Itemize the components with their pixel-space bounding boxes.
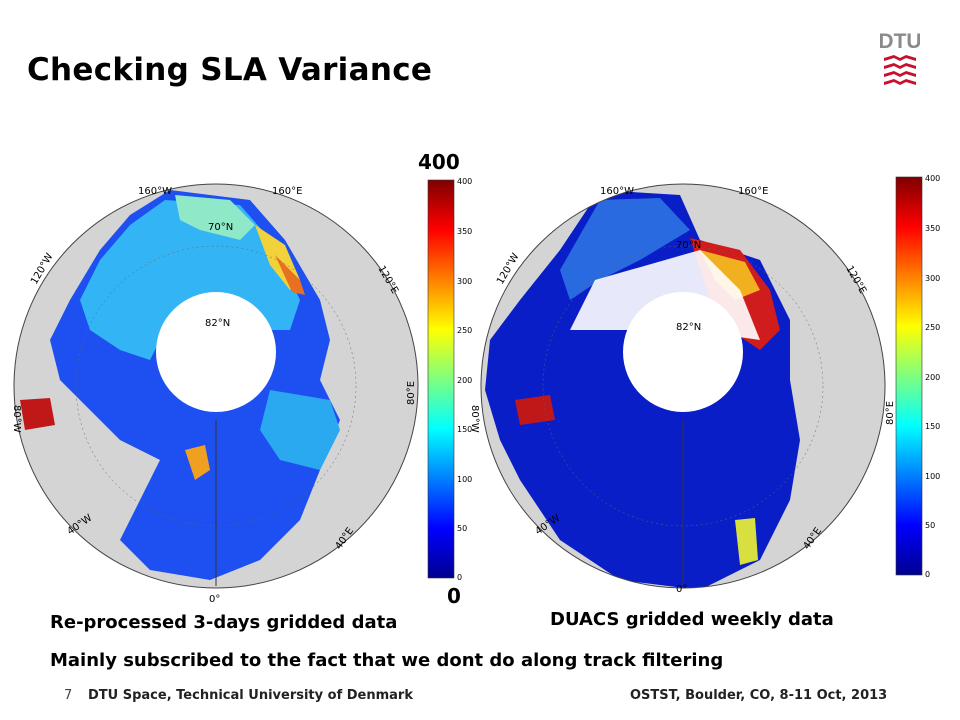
right-cbar-tick: 100 [925,472,940,481]
right-cbar-tick: 50 [925,521,935,530]
slide-note: Mainly subscribed to the fact that we do… [50,650,724,671]
footer-left: DTU Space, Technical University of Denma… [88,688,413,703]
left-cbar-tick: 400 [457,177,472,186]
left-lon-160w: 160°W [138,186,172,197]
right-lon-80e: 80°E [885,401,896,425]
logo-text: DTU [880,30,920,53]
dtu-logo: DTU [880,30,920,85]
colorbar-top-label: 400 [418,150,460,174]
left-cbar-tick: 50 [457,524,467,533]
caption-right: DUACS gridded weekly data [550,609,834,630]
left-colorbar [427,179,455,579]
left-cbar-tick: 200 [457,376,472,385]
left-lon-80w: 80°W [11,405,22,433]
right-cbar-tick: 400 [925,174,940,183]
colorbar-bottom-label: 0 [447,584,461,608]
right-cbar-tick: 200 [925,373,940,382]
right-lon-0: 0° [676,584,687,595]
right-lon-160e: 160°E [738,186,768,197]
left-lon-160e: 160°E [272,186,302,197]
right-colorbar [895,176,923,576]
left-cbar-tick: 150 [457,425,472,434]
caption-left: Re-processed 3-days gridded data [50,612,398,633]
footer-right: OSTST, Boulder, CO, 8-11 Oct, 2013 [630,688,888,703]
left-lon-80e: 80°E [406,381,417,405]
right-cbar-tick: 0 [925,570,930,579]
left-lat-70n: 70°N [208,222,233,233]
right-lon-160w: 160°W [600,186,634,197]
page-number: 7 [64,688,73,703]
left-cbar-tick: 0 [457,573,462,582]
right-lon-80w: 80°W [469,405,480,433]
slide-title: Checking SLA Variance [27,52,433,88]
right-cbar-tick: 300 [925,274,940,283]
right-cbar-tick: 350 [925,224,940,233]
left-cbar-tick: 100 [457,475,472,484]
left-cbar-tick: 250 [457,326,472,335]
right-map [481,184,885,588]
right-cbar-tick: 150 [925,422,940,431]
left-map [14,184,418,588]
right-lat-82n: 82°N [676,322,701,333]
right-lat-70n: 70°N [676,240,701,251]
left-cbar-tick: 350 [457,227,472,236]
right-cbar-tick: 250 [925,323,940,332]
left-cbar-tick: 300 [457,277,472,286]
left-lon-0: 0° [209,594,220,605]
left-lat-82n: 82°N [205,318,230,329]
